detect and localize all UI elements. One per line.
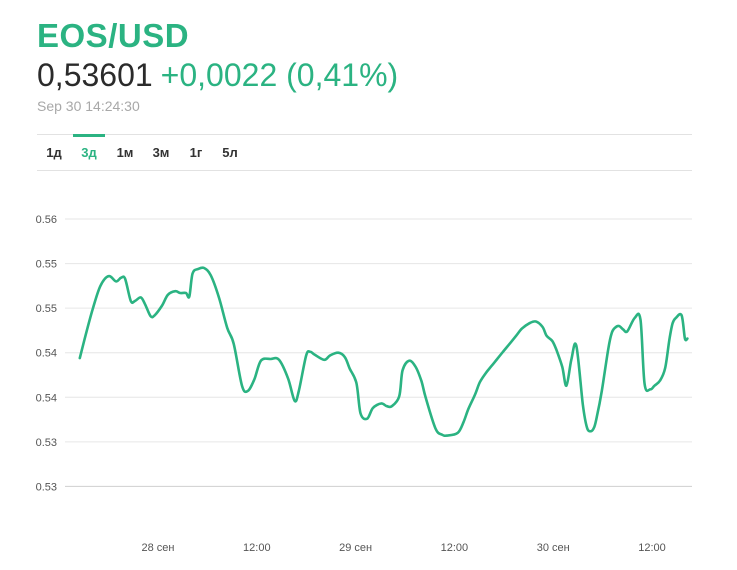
chart-grid [65, 218, 692, 487]
y-tick-label: 0.53 [36, 481, 57, 493]
y-tick-label: 0.56 [36, 214, 57, 226]
range-tab-1d[interactable]: 1д [46, 145, 62, 160]
last-price: 0,53601 [37, 57, 153, 93]
range-tab-1y[interactable]: 1г [189, 145, 203, 160]
x-axis-labels: 28 сен 12:00 29 сен 12:00 30 сен 12:00 [142, 542, 666, 554]
y-tick-label: 0.54 [36, 392, 57, 404]
x-tick-label: 30 сен [537, 542, 570, 554]
y-tick-label: 0.53 [36, 437, 57, 449]
price-chart: 0.56 0.55 0.55 0.54 0.54 0.53 0.53 28 сен 12:00… [36, 214, 692, 554]
range-tab-3m[interactable]: 3м [152, 145, 170, 160]
y-tick-label: 0.55 [36, 259, 57, 271]
y-axis-labels: 0.56 0.55 0.55 0.54 0.54 0.53 0.53 [36, 214, 57, 493]
series-line [78, 266, 689, 438]
x-tick-label: 12:00 [441, 542, 469, 554]
x-tick-label: 12:00 [243, 542, 271, 554]
range-tab-5y[interactable]: 5л [222, 145, 238, 160]
y-tick-label: 0.55 [36, 303, 57, 315]
range-tab-1m[interactable]: 1м [116, 145, 134, 160]
time-range-selector: 1д 3д 1м 3м 1г 5л [37, 134, 692, 171]
price-change: +0,0022 (0,41%) [160, 57, 399, 93]
x-tick-label: 12:00 [638, 542, 666, 554]
y-tick-label: 0.54 [36, 348, 57, 360]
range-tab-3d[interactable]: 3д [73, 134, 105, 170]
price-series [78, 266, 689, 438]
ticker-symbol: EOS/USD [37, 17, 190, 54]
x-tick-label: 28 сен [142, 542, 175, 554]
quote-timestamp: Sep 30 14:24:30 [37, 98, 140, 114]
quote-line: 0,53601 +0,0022 (0,41%) [37, 56, 398, 94]
x-tick-label: 29 сен [339, 542, 372, 554]
